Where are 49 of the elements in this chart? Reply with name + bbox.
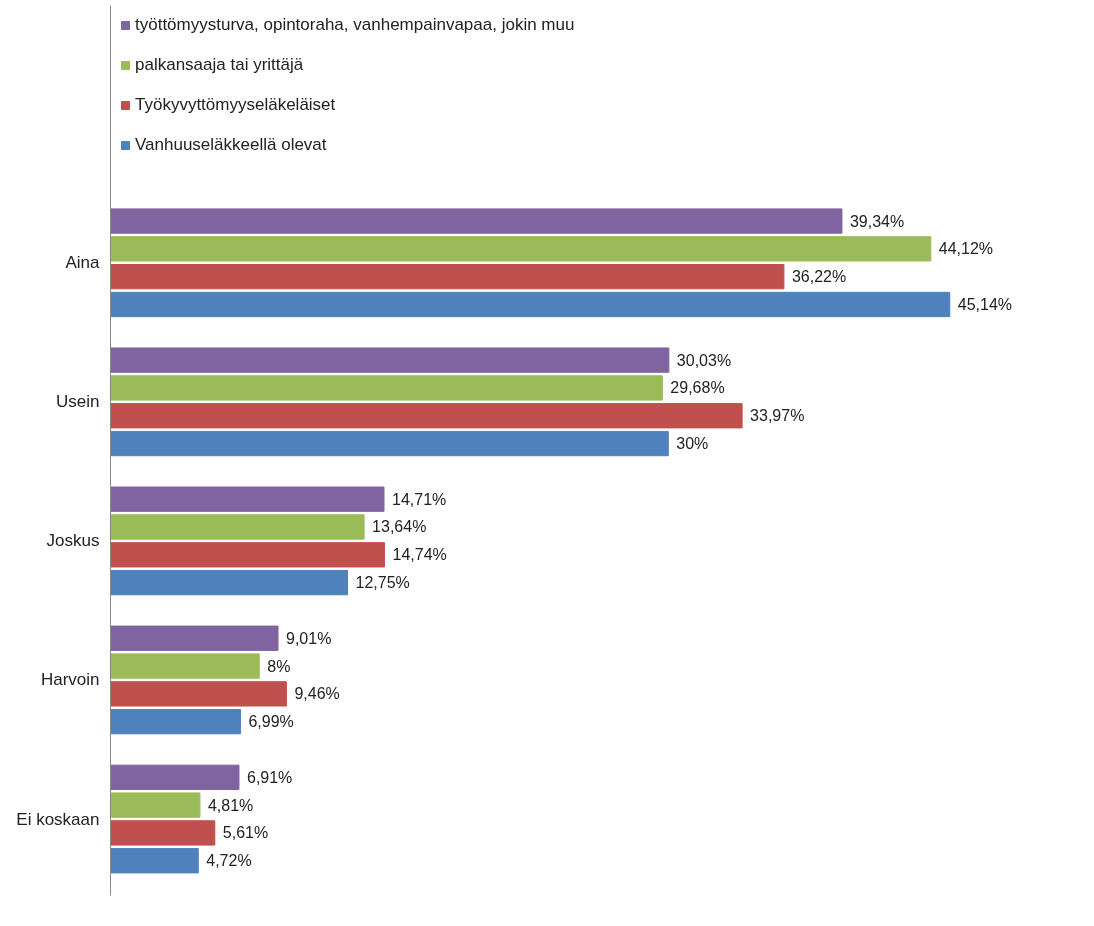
data-label: 4,81% — [207, 796, 254, 814]
data-label: 44,12% — [938, 240, 994, 258]
data-label: 39,34% — [849, 212, 905, 230]
data-label: 45,14% — [957, 295, 1013, 313]
bar — [110, 236, 932, 262]
legend-label: Työkyvyttömyyseläkeläiset — [135, 95, 336, 115]
bar — [110, 653, 260, 679]
legend-label: Vanhuuseläkkeellä olevat — [135, 135, 327, 155]
y-tick-label: Harvoin — [40, 670, 100, 690]
data-label: 9,01% — [286, 629, 332, 647]
y-tick-label: Usein — [56, 392, 100, 412]
bar — [110, 848, 199, 874]
bar — [110, 291, 951, 318]
data-label: 12,75% — [355, 574, 410, 592]
data-label: 30,03% — [676, 351, 732, 369]
legend-label: palkansaaja tai yrittäjä — [135, 55, 304, 75]
data-label: 6,91% — [246, 768, 293, 786]
bar — [110, 792, 201, 818]
data-label: 36,22% — [791, 268, 847, 286]
bar — [110, 569, 349, 596]
data-label: 4,72% — [206, 852, 252, 870]
legend-label: työttömyysturva, opintoraha, vanhempainvapaa, jokin muu — [135, 15, 575, 35]
data-label: 8% — [267, 657, 291, 675]
data-label: 14,71% — [392, 490, 447, 508]
bar — [110, 514, 365, 540]
data-label: 13,64% — [372, 518, 427, 536]
data-label: 33,97% — [750, 407, 805, 425]
bar — [110, 625, 279, 651]
bar — [110, 403, 743, 429]
y-tick-label: Ei koskaan — [16, 809, 100, 829]
bar — [110, 709, 241, 735]
y-tick-label: Joskus — [46, 531, 100, 551]
bar — [110, 542, 386, 568]
bar — [110, 375, 663, 401]
y-tick-label: Aina — [65, 253, 101, 273]
bar — [110, 681, 287, 707]
bar — [110, 486, 385, 512]
bar — [110, 430, 669, 457]
bar — [110, 347, 670, 373]
bar — [110, 764, 240, 790]
data-label: 6,99% — [248, 713, 294, 731]
data-label: 29,68% — [670, 379, 725, 397]
bar — [110, 820, 216, 846]
bar — [110, 208, 843, 234]
data-label: 5,61% — [222, 824, 269, 842]
bar — [110, 264, 785, 290]
data-label: 9,46% — [294, 685, 340, 703]
data-label: 14,74% — [392, 546, 447, 564]
data-label: 30% — [676, 435, 709, 453]
